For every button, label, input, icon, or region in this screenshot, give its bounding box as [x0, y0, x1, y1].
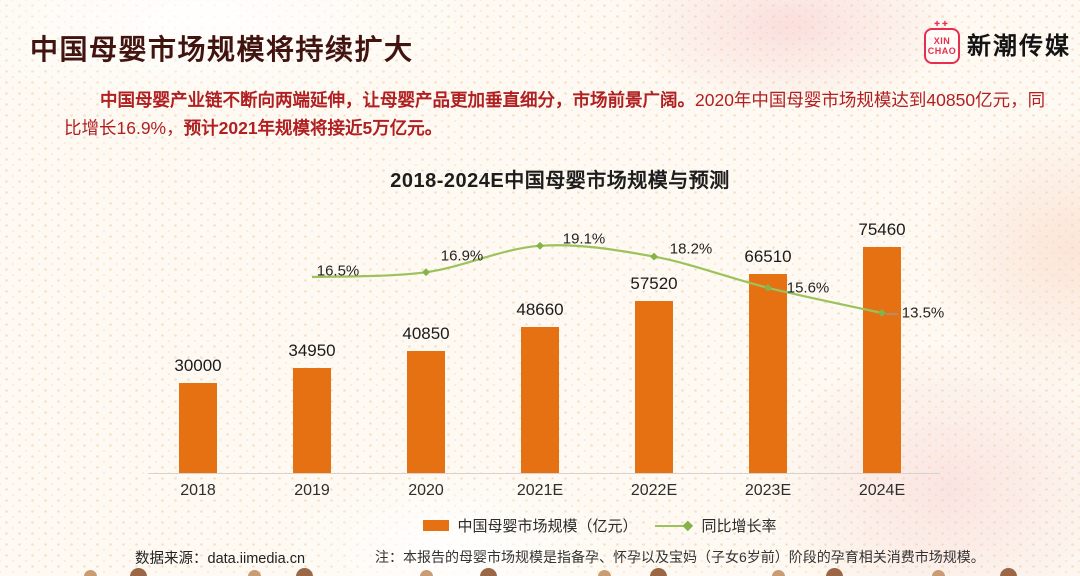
legend-bar-label: 中国母婴市场规模（亿元）	[457, 518, 638, 535]
x-tick-label: 2019	[294, 482, 330, 499]
decor-dot	[650, 568, 667, 576]
bar-line-chart: 30000 2018 34950 2019 40850 2020 48660 2021E 575…	[148, 200, 944, 499]
chart-title: 2018-2024E中国母婴市场规模与预测	[390, 170, 730, 192]
growth-line	[311, 241, 898, 317]
decor-dot	[248, 570, 261, 576]
footnote: 注：本报告的母婴市场规模是指备孕、怀孕以及宝妈（子女6岁前）阶段的孕育相关消费市…	[375, 549, 985, 565]
decor-dot	[826, 568, 843, 576]
growth-value-label: 15.6%	[786, 279, 830, 297]
bar-value-label: 34950	[288, 341, 336, 360]
bar-value-label: 40850	[402, 324, 450, 343]
background-blob-peach-right	[920, 110, 1080, 390]
growth-value-label: 13.5%	[901, 304, 945, 322]
decor-dot	[420, 570, 433, 576]
x-tick-label: 2022E	[630, 482, 678, 499]
growth-value-label: 16.9%	[440, 247, 484, 265]
bar-2018	[179, 383, 217, 473]
decor-dot	[1000, 568, 1017, 576]
bar-value-label: 66510	[744, 247, 792, 266]
line-marker	[878, 309, 886, 317]
xinchao-logo-icon: ✚✚ XIN CHAO	[924, 21, 960, 64]
logo-xin-text: XIN	[933, 36, 951, 46]
bar-value-label: 30000	[174, 356, 222, 375]
logo-antenna-icon: ✚✚	[934, 21, 950, 28]
brand-logo: ✚✚ XIN CHAO 新潮传媒	[924, 21, 1071, 64]
growth-value-label: 16.5%	[316, 262, 360, 280]
summary-paragraph: 中国母婴产业链不断向两端延伸，让母婴产品更加垂直细分，市场前景广阔。2020年中…	[64, 86, 1058, 142]
summary-bold-tail: 预计2021年规模将接近5万亿元。	[183, 118, 443, 138]
decor-dot	[480, 568, 497, 576]
x-axis-line	[148, 473, 940, 474]
decor-dot	[296, 568, 313, 576]
x-tick-label: 2023E	[744, 482, 792, 499]
brand-name: 新潮传媒	[967, 32, 1071, 60]
decor-dot	[772, 570, 785, 576]
decor-dot	[598, 570, 611, 576]
bar-2020	[407, 351, 445, 473]
legend-line-label: 同比增长率	[701, 518, 777, 535]
line-marker	[764, 283, 772, 292]
bar-2024E	[863, 247, 901, 473]
data-source: 数据来源：data.iimedia.cn	[135, 551, 306, 567]
logo-chao-text: CHAO	[927, 46, 957, 56]
x-tick-label: 2021E	[516, 482, 564, 499]
x-tick-label: 2024E	[858, 482, 906, 499]
decor-dot	[84, 570, 97, 576]
bar-2021E	[521, 327, 559, 473]
bar-2019	[293, 368, 331, 473]
bar-value-label: 57520	[630, 274, 678, 293]
decor-dot	[932, 570, 945, 576]
decor-dot	[130, 568, 147, 576]
page-title: 中国母婴市场规模将持续扩大	[30, 34, 414, 65]
legend-bar-swatch	[423, 520, 450, 531]
legend-item-line: 同比增长率	[654, 515, 777, 536]
growth-value-label: 19.1%	[562, 230, 606, 248]
summary-bold-lead: 中国母婴产业链不断向两端延伸，让母婴产品更加垂直细分，市场前景广阔。	[100, 90, 695, 110]
legend-line-swatch	[654, 520, 693, 531]
x-tick-label: 2020	[408, 482, 444, 499]
line-marker	[650, 252, 658, 261]
growth-value-label: 18.2%	[669, 240, 713, 258]
bar-2023E	[749, 274, 787, 473]
chart-legend: 中国母婴市场规模（亿元） 同比增长率	[160, 515, 1040, 536]
legend-item-bar: 中国母婴市场规模（亿元）	[423, 515, 638, 536]
growth-line-path	[311, 244, 883, 315]
line-marker	[536, 241, 544, 250]
x-tick-label: 2018	[180, 482, 216, 499]
bar-2022E	[635, 301, 673, 473]
bar-value-label: 75460	[858, 220, 906, 239]
line-marker	[422, 268, 430, 277]
bar-value-label: 48660	[516, 300, 564, 319]
summary-regular: 2020年中国母婴市场规模达到40850亿元，同比增长16.9%，	[64, 90, 1046, 138]
